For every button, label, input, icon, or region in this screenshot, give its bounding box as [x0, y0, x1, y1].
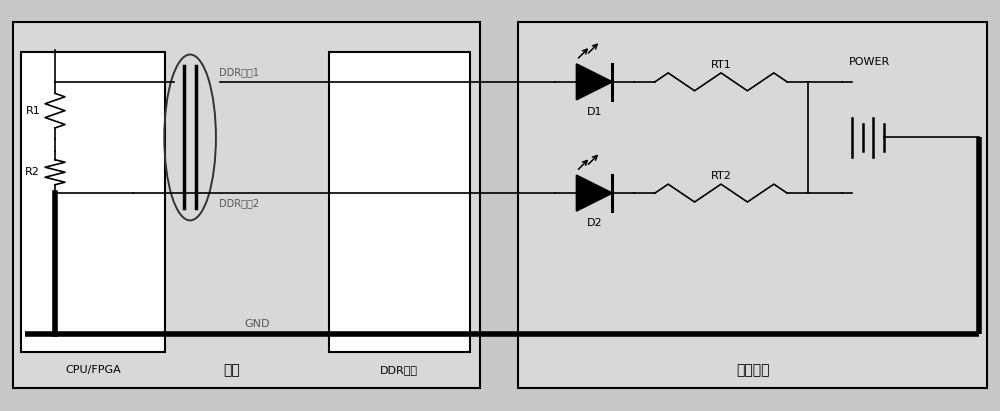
Text: 主板: 主板: [223, 363, 240, 377]
Text: DDR信号2: DDR信号2: [219, 198, 259, 208]
Bar: [518, 22, 987, 388]
Text: GND: GND: [244, 319, 269, 329]
Text: POWER: POWER: [849, 57, 890, 67]
Polygon shape: [576, 64, 612, 100]
Polygon shape: [576, 175, 612, 211]
Text: 测试模块: 测试模块: [737, 363, 770, 377]
Text: D2: D2: [587, 218, 602, 228]
Text: DDR信号1: DDR信号1: [219, 67, 259, 77]
Bar: [13, 22, 480, 388]
Text: R1: R1: [25, 106, 40, 115]
Text: CPU/FPGA: CPU/FPGA: [65, 365, 121, 375]
Text: D1: D1: [587, 107, 602, 117]
Text: RT2: RT2: [711, 171, 731, 181]
Text: DDR座子: DDR座子: [380, 365, 418, 375]
Text: R2: R2: [25, 167, 40, 177]
Text: RT1: RT1: [711, 60, 731, 70]
Bar: [21, 52, 165, 352]
Bar: [329, 52, 470, 352]
